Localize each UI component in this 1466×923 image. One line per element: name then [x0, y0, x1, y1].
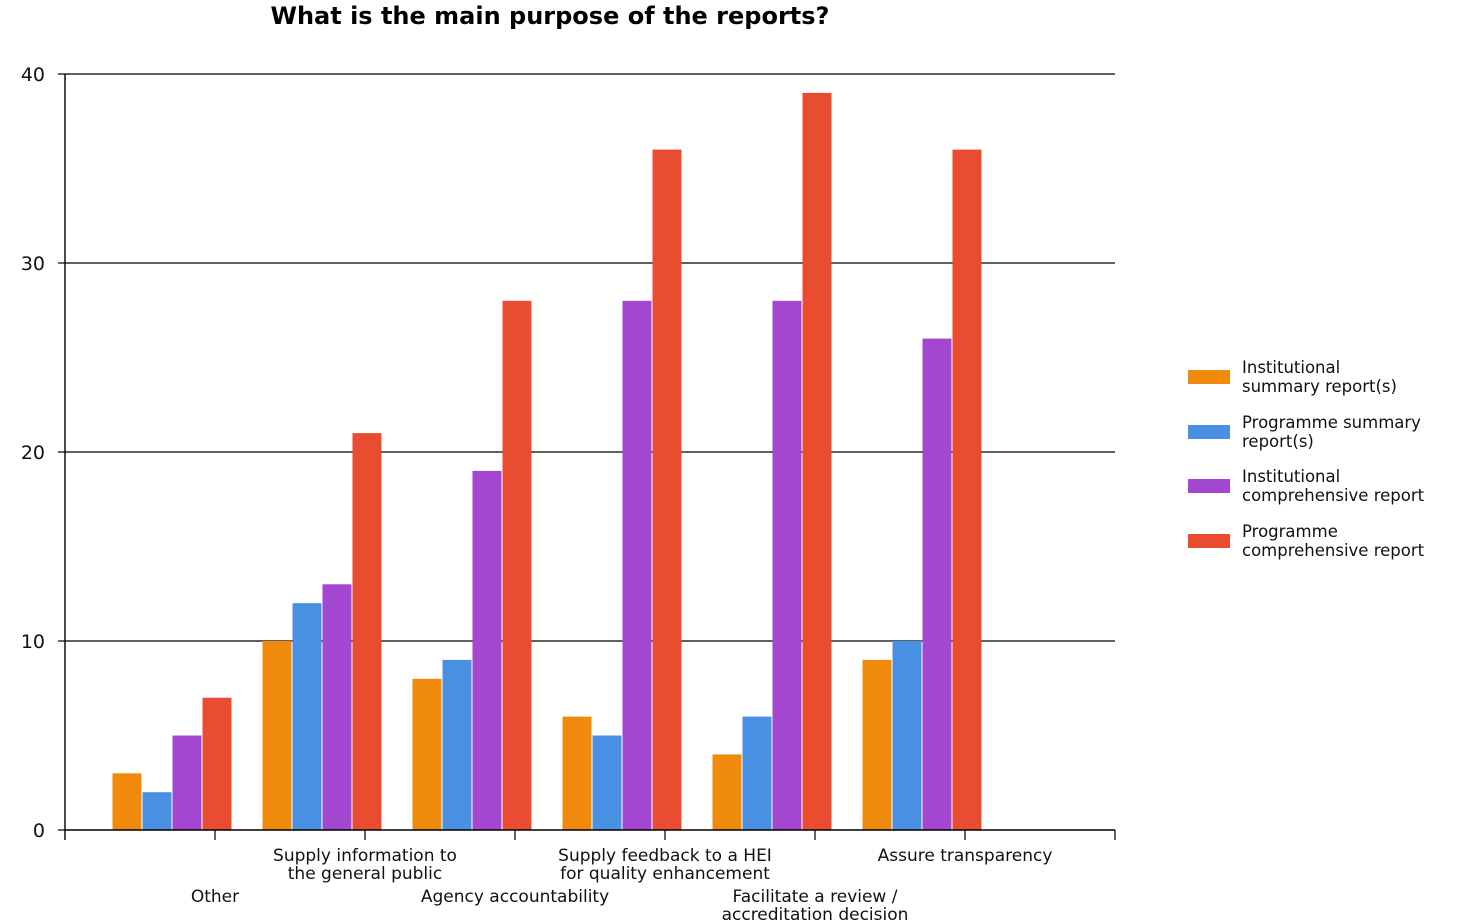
bar: [922, 338, 952, 830]
x-tick-label: for quality enhancement: [560, 864, 770, 884]
x-tick-label: the general public: [288, 864, 442, 884]
legend-label-line: comprehensive report: [1242, 540, 1425, 560]
x-tick-label: Supply information to: [273, 846, 457, 866]
legend-label-line: Institutional: [1242, 358, 1341, 377]
x-tick-label: Agency accountability: [421, 887, 609, 907]
bar: [802, 92, 832, 830]
legend-label: Institutional comprehensive report: [1242, 467, 1464, 505]
legend: Institutional summary report(s) Programm…: [1188, 358, 1466, 576]
bar: [112, 773, 142, 830]
legend-label-line: Programme summary: [1242, 412, 1421, 432]
x-tick-label: Facilitate a review /: [733, 887, 898, 907]
legend-item-institutional-summary: Institutional summary report(s): [1188, 358, 1466, 413]
legend-swatch: [1188, 533, 1230, 548]
bar: [652, 149, 682, 831]
legend-label: Programme comprehensive report: [1242, 522, 1464, 560]
legend-swatch: [1188, 424, 1230, 439]
bar: [262, 641, 292, 830]
legend-item-programme-summary: Programme summary report(s): [1188, 413, 1466, 468]
legend-label: Programme summary report(s): [1242, 413, 1464, 451]
legend-label-line: report(s): [1242, 431, 1314, 451]
chart-title: What is the main purpose of the reports?: [270, 2, 830, 30]
legend-label-line: Institutional: [1242, 467, 1341, 486]
legend-label-line: Programme: [1242, 521, 1338, 541]
y-tick-label: 10: [21, 631, 45, 653]
legend-item-institutional-comprehensive: Institutional comprehensive report: [1188, 467, 1466, 522]
y-tick-label: 40: [21, 64, 45, 86]
legend-swatch: [1188, 370, 1230, 384]
x-tick-label: Supply feedback to a HEI: [558, 846, 772, 866]
legend-swatch: [1188, 479, 1230, 493]
legend-label-line: summary report(s): [1242, 377, 1397, 396]
bar: [442, 659, 472, 830]
legend-label: Institutional summary report(s): [1242, 358, 1464, 396]
bar: [502, 300, 532, 830]
bar: [862, 659, 892, 830]
bar: [742, 716, 772, 830]
bar: [952, 149, 982, 831]
bar: [892, 641, 922, 830]
bar: [592, 735, 622, 830]
bar: [412, 678, 442, 830]
bar: [172, 735, 202, 830]
y-tick-label: 0: [33, 820, 45, 842]
bar: [472, 470, 502, 830]
legend-item-programme-comprehensive: Programme comprehensive report: [1188, 522, 1466, 577]
bar: [142, 792, 172, 830]
y-tick-label: 20: [21, 442, 45, 464]
x-tick-label: Other: [191, 887, 239, 907]
x-tick-label: Assure transparency: [878, 846, 1053, 866]
x-tick-label: accreditation decision: [722, 905, 909, 923]
y-tick-label: 30: [21, 253, 45, 275]
bar: [322, 584, 352, 830]
bar: [292, 603, 322, 830]
bar: [352, 433, 382, 830]
bar: [202, 697, 232, 830]
legend-label-line: comprehensive report: [1242, 486, 1425, 505]
bar: [562, 716, 592, 830]
bar: [772, 300, 802, 830]
bar: [622, 300, 652, 830]
bar: [712, 754, 742, 830]
